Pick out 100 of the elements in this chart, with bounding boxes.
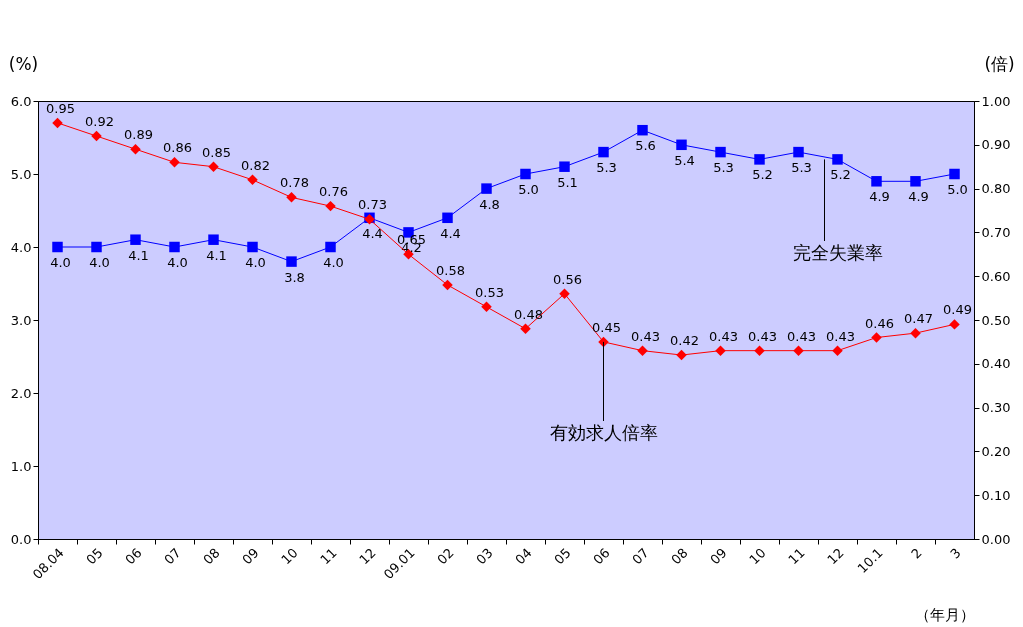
point [52,117,63,129]
point [442,279,453,291]
point [208,234,219,245]
x-tick-label: 07 [629,545,652,568]
x-tick-label: 2 [908,545,925,562]
data-label: 5.4 [674,152,695,168]
data-label: 3.8 [284,269,305,285]
point [481,183,492,194]
data-label: 0.43 [748,328,777,344]
text: 完全失業率 [792,242,883,263]
point [520,323,531,334]
x-tick-label: 07 [161,545,184,568]
point [130,143,141,155]
point [559,288,570,299]
point [520,168,531,180]
data-label: 4.8 [479,196,500,212]
x-axis-title: （年月） [914,605,975,624]
y-tick-label: 1.0 [10,458,32,474]
y2-tick-label: 0.90 [981,137,1011,153]
point [442,212,453,224]
point [676,349,687,361]
x-tick-label: 12 [356,545,379,568]
data-label: 4.9 [869,189,890,205]
y-tick-label: 5.0 [10,166,32,182]
point [247,241,258,253]
y2-tick-label: 0.00 [981,531,1011,547]
x-tick-label: 10 [278,545,301,568]
point [247,174,258,186]
data-label: 0.85 [202,144,231,160]
data-label: 5.0 [947,182,968,197]
point [715,345,726,356]
data-label: 4.1 [128,247,149,263]
point [793,146,804,158]
y2-tick-label: 1.00 [981,93,1011,109]
point [286,192,297,203]
data-label: 0.95 [46,100,75,116]
y2-tick-label: 0.80 [981,181,1011,197]
data-label: 5.2 [830,167,851,183]
point [208,161,219,172]
data-label: 4.4 [440,225,461,241]
data-label: 4.0 [50,255,71,270]
data-label: 5.3 [713,160,734,176]
data-label: 0.86 [163,140,192,156]
point [169,241,180,253]
point [91,130,102,142]
data-label: 0.56 [553,271,582,287]
data-label: 5.1 [557,174,578,190]
x-tick-label: 11 [785,545,808,568]
data-label: 0.43 [709,328,738,344]
y2-tick-label: 0.70 [981,224,1011,240]
point [754,345,765,356]
y2-tick-label: 0.50 [981,312,1011,328]
data-label: 0.43 [631,328,660,344]
point [910,176,921,187]
data-label: 5.2 [752,167,773,183]
point [559,161,570,172]
x-tick-label: 09 [707,545,730,568]
point [715,146,726,158]
data-label: 4.0 [323,255,344,270]
point [832,345,843,356]
point [481,301,492,313]
y2-tick-label: 0.10 [981,487,1011,503]
x-tick-label: 03 [473,545,496,568]
data-label: 4.4 [362,225,383,241]
x-tick-label: 09 [239,545,262,568]
y-tick-label: 3.0 [10,312,32,328]
data-label: 0.43 [787,328,816,344]
x-tick-label: 3 [947,545,964,562]
point [793,345,804,356]
point [52,241,63,253]
x-tick-label: 02 [434,545,457,568]
data-label: 4.9 [908,189,929,205]
data-label: 4.0 [245,255,266,270]
point [325,241,336,253]
x-tick-label: 12 [824,545,847,568]
data-label: 5.3 [791,160,812,176]
data-label: 0.47 [904,311,933,327]
data-label: 0.92 [85,114,114,130]
y2-tick-label: 0.40 [981,356,1011,372]
data-label: 0.76 [319,184,348,200]
y2-tick-label: 0.60 [981,268,1011,284]
y2-axis-title: (倍) [984,53,1015,74]
point [637,124,648,136]
y2-tick-label: 0.20 [981,443,1011,459]
data-label: 5.3 [596,160,617,176]
x-tick-label: 08 [668,545,691,568]
data-label: 4.0 [89,255,110,270]
data-label: 0.53 [475,284,504,300]
y-tick-label: 4.0 [10,239,32,255]
data-label: 0.89 [124,127,153,143]
x-tick-label: 05 [83,545,106,568]
point [286,256,297,267]
point [910,327,921,339]
x-tick-label: 04 [512,545,535,568]
point [637,345,648,356]
point [949,168,960,180]
point [598,146,609,158]
data-label: 0.82 [241,157,270,173]
data-label: 0.78 [280,175,309,191]
x-tick-label: 10 [746,545,769,568]
